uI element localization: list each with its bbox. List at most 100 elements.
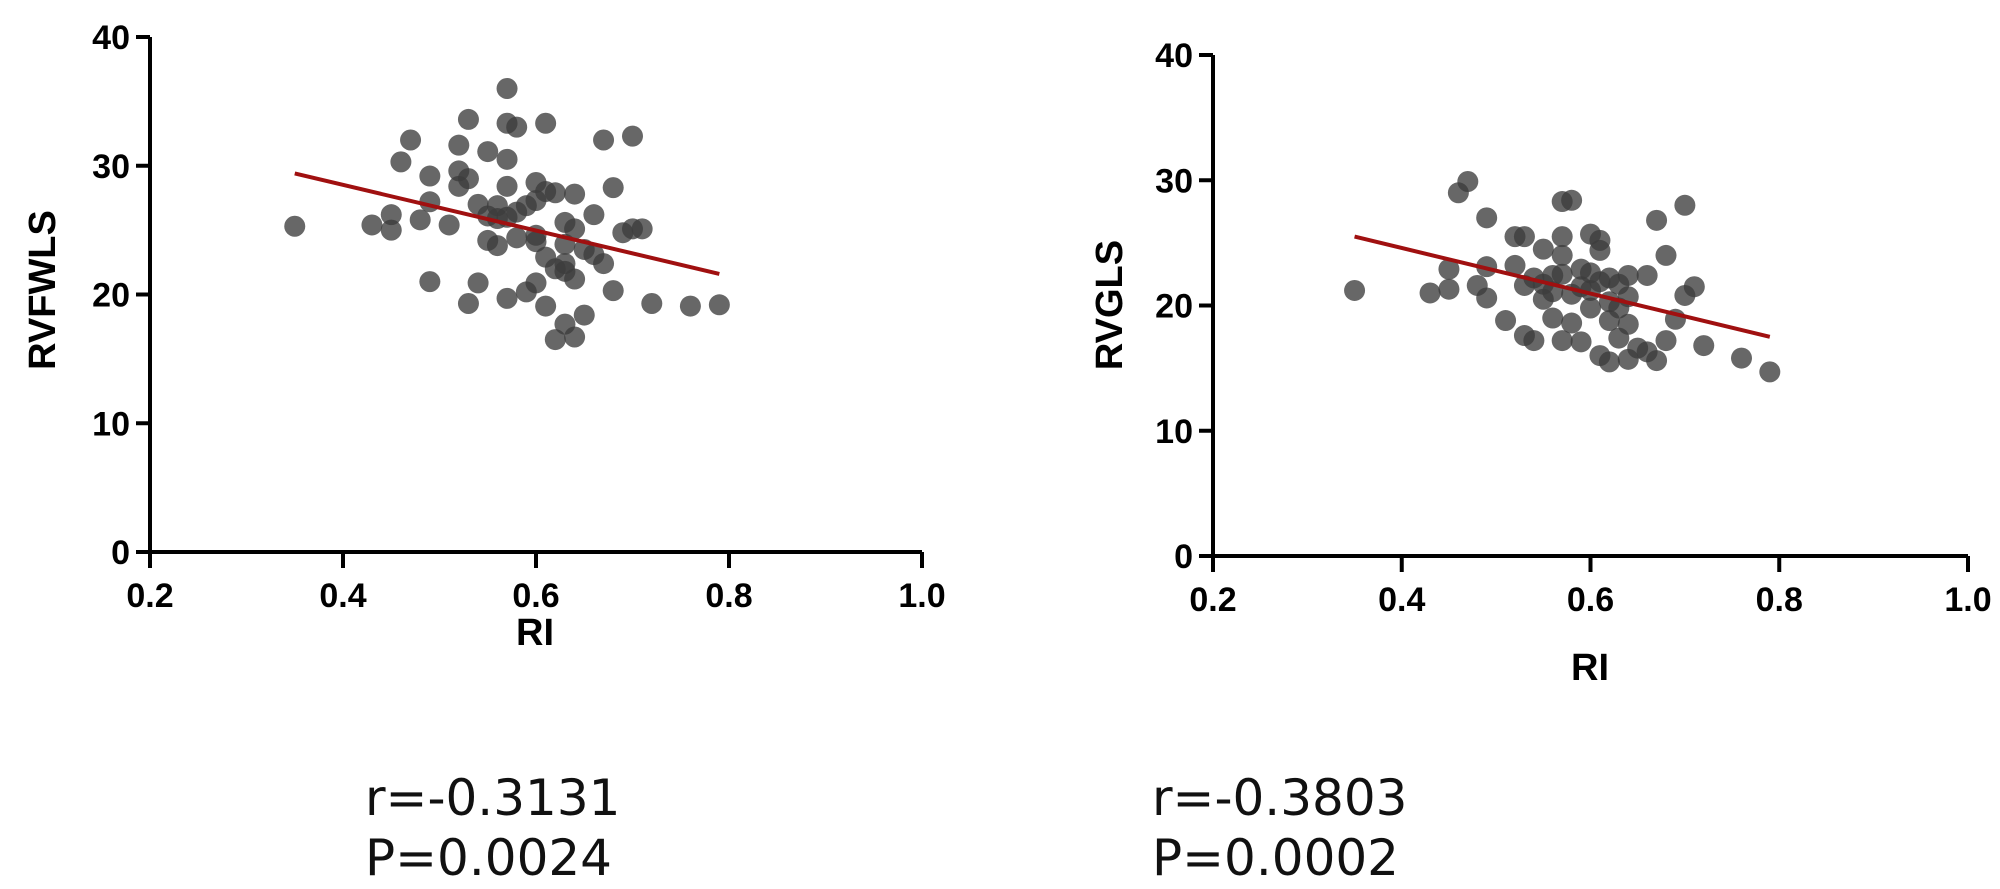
data-point [1495, 310, 1517, 332]
x-axis-title: RI [516, 612, 554, 654]
points-layer [284, 78, 730, 351]
points-layer [1344, 171, 1781, 383]
data-point [1476, 207, 1498, 229]
data-point [1504, 254, 1526, 276]
r-value-text: r=-0.3803 [1152, 769, 1407, 827]
data-point [1655, 244, 1677, 266]
data-point [1683, 276, 1705, 298]
data-point [380, 219, 402, 241]
data-point [496, 287, 518, 309]
y-tick-label: 40 [92, 19, 130, 57]
x-tick-label: 0.6 [512, 577, 559, 615]
data-point [284, 215, 306, 237]
y-tick-label: 0 [1174, 538, 1193, 576]
x-tick-label: 0.6 [1567, 581, 1614, 619]
x-tick-label: 0.2 [1189, 581, 1236, 619]
data-point [419, 165, 441, 187]
data-point [380, 204, 402, 226]
y-tick-label: 30 [92, 148, 130, 186]
data-point [1542, 307, 1564, 329]
data-point [1570, 331, 1592, 353]
y-tick-label: 10 [1155, 413, 1193, 451]
chart-panel-rvgls: 0 10 20 30 40 0.2 0.4 0.6 0.8 1.0 RI RVGLS r=-0.3… [1089, 37, 1992, 887]
data-point [622, 125, 643, 147]
data-point [1589, 239, 1611, 261]
data-point [1551, 244, 1573, 266]
data-point [1759, 361, 1781, 383]
data-point [544, 182, 566, 204]
data-point [457, 108, 479, 130]
data-point [419, 271, 441, 293]
data-point [564, 183, 586, 205]
x-tick-label: 0.4 [319, 577, 366, 615]
data-point [1551, 226, 1573, 248]
data-point [1636, 264, 1658, 286]
data-point [1561, 312, 1583, 334]
x-axis-title: RI [1571, 647, 1609, 689]
x-tick-label: 1.0 [898, 577, 945, 615]
data-point [564, 218, 586, 240]
p-value-text: P=0.0002 [1152, 829, 1399, 887]
data-point [390, 151, 412, 173]
data-point [1419, 282, 1441, 304]
chart-panel-rvfwls: 0 10 20 30 40 0.2 0.4 0.6 0.8 1.0 RI RVFWLS r=-0.… [22, 19, 946, 887]
x-tick-label: 0.4 [1378, 581, 1425, 619]
y-tick-label: 20 [1155, 288, 1193, 326]
y-axis-title: RVFWLS [22, 210, 64, 370]
data-point [506, 116, 528, 138]
data-point [679, 295, 701, 317]
data-point [1561, 189, 1583, 211]
data-point [409, 209, 431, 231]
data-point [1551, 263, 1573, 285]
data-point [448, 134, 470, 156]
data-point [1476, 287, 1498, 309]
regression-line [1354, 234, 1771, 339]
data-point [400, 129, 422, 151]
data-point [1344, 279, 1366, 301]
data-point [496, 78, 518, 99]
y-tick-label: 20 [92, 277, 130, 315]
data-point [438, 214, 460, 236]
data-point [361, 214, 383, 236]
data-point [1646, 350, 1668, 372]
data-point [564, 326, 586, 348]
data-point [1523, 330, 1545, 352]
data-point [564, 268, 586, 290]
data-point [573, 304, 595, 326]
y-tick-label: 30 [1155, 162, 1193, 200]
tick-layer: 0 10 20 30 40 0.2 0.4 0.6 0.8 1.0 [1155, 37, 1991, 619]
data-point [602, 280, 624, 302]
data-point [1693, 335, 1715, 357]
data-point [1655, 330, 1677, 352]
data-point [1438, 258, 1460, 280]
data-point [1646, 209, 1668, 231]
data-point [486, 235, 508, 257]
data-point [593, 129, 615, 151]
data-point [1598, 351, 1620, 373]
data-point [1674, 194, 1696, 216]
r-value-text: r=-0.3131 [365, 769, 620, 827]
data-point [535, 112, 557, 134]
data-point [1532, 238, 1554, 260]
x-tick-label: 0.8 [705, 577, 752, 615]
x-tick-label: 0.2 [126, 577, 173, 615]
tick-layer: 0 10 20 30 40 0.2 0.4 0.6 0.8 1.0 [92, 19, 945, 615]
data-point [535, 295, 557, 317]
x-tick-label: 0.8 [1756, 581, 1803, 619]
data-point [1731, 347, 1752, 369]
data-point [457, 293, 479, 315]
data-point [477, 141, 499, 163]
data-point [457, 168, 479, 190]
y-tick-label: 40 [1155, 37, 1193, 75]
p-value-text: P=0.0024 [365, 829, 612, 887]
data-point [1580, 297, 1601, 319]
data-point [544, 329, 566, 351]
data-point [525, 231, 547, 253]
y-tick-label: 10 [92, 405, 130, 443]
regression-line [294, 171, 720, 276]
y-tick-label: 0 [111, 534, 130, 572]
data-point [1438, 278, 1460, 300]
data-point [593, 253, 615, 275]
data-point [583, 204, 605, 226]
